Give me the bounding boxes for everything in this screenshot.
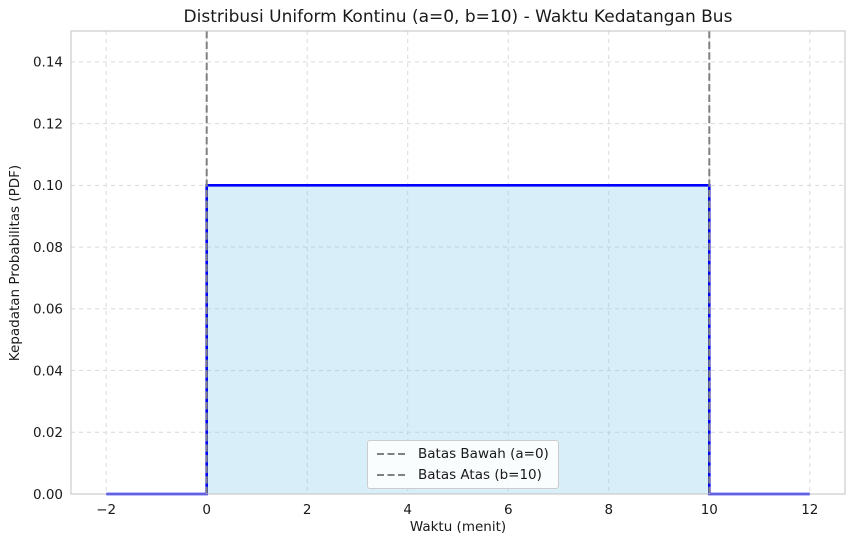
y-tick-label: 0.14 — [33, 55, 63, 71]
y-tick-label: 0.06 — [33, 302, 63, 318]
x-tick-label: 8 — [605, 502, 614, 518]
x-tick-label: 4 — [403, 502, 412, 518]
y-tick-label: 0.08 — [33, 240, 63, 256]
x-tick-label: 10 — [701, 502, 718, 518]
legend-entry-batas-bawah: Batas Bawah (a=0) — [377, 445, 549, 463]
y-tick-label: 0.10 — [33, 178, 63, 194]
y-tick-label: 0.04 — [33, 363, 63, 379]
y-tick-label: 0.02 — [33, 425, 63, 441]
x-axis-label: Waktu (menit) — [409, 519, 507, 535]
x-tick-label: 0 — [202, 502, 211, 518]
legend: Batas Bawah (a=0) Batas Atas (b=10) — [367, 440, 559, 490]
axes-spines — [70, 30, 846, 495]
y-tick-label: 0.12 — [33, 116, 63, 132]
legend-label-batas-atas: Batas Atas (b=10) — [418, 467, 542, 484]
y-axis-label: Kepadatan Probabilitas (PDF) — [7, 164, 23, 362]
dashed-line-marker-icon — [377, 474, 408, 477]
x-tick-label: 6 — [504, 502, 513, 518]
legend-entry-batas-atas: Batas Atas (b=10) — [377, 466, 549, 484]
dashed-line-marker-icon — [377, 453, 408, 456]
chart-title: Distribusi Uniform Kontinu (a=0, b=10) -… — [183, 7, 733, 27]
x-tick-label: −2 — [96, 502, 116, 518]
y-tick-label: 0.00 — [33, 487, 63, 503]
x-tick-label: 2 — [303, 502, 312, 518]
legend-label-batas-bawah: Batas Bawah (a=0) — [418, 446, 549, 462]
x-tick-label: 12 — [801, 502, 818, 518]
